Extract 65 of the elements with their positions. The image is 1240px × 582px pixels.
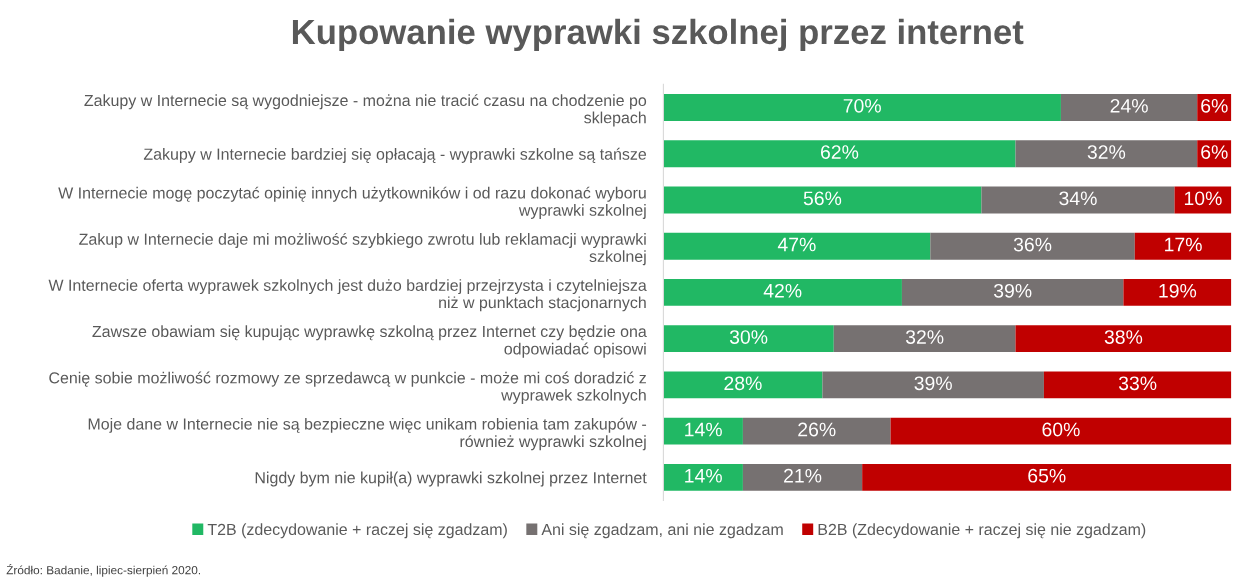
- bar: [1123, 279, 1232, 306]
- bar: [663, 463, 743, 491]
- bar: [833, 325, 1016, 353]
- bar: [742, 463, 863, 491]
- y-tick-label: W Internecie oferta wyprawek szkolnych jest dużo bardziej przejrzysta i czytelniejsza niż w punktach stacjonarnych: [48, 279, 647, 312]
- data-label: 6%: [1201, 145, 1228, 159]
- data-label: 39%: [993, 283, 1032, 298]
- bar: [1015, 325, 1232, 353]
- y-tick-label: Moje dane w Internecie nie są bezpieczne więc unikam robienia tam zakupów - również wyprawki szkolnej: [88, 417, 647, 451]
- chart-title: Kupowanie wyprawki szkolnej przez internet: [292, 18, 1024, 52]
- y-tick-label: Cenię sobie możliwość rozmowy ze sprzedawcą w punkcie - może mi coś doradzić z wyprawek szkolnych: [49, 371, 646, 404]
- data-label: 47%: [777, 237, 816, 252]
- data-label: 32%: [1087, 145, 1126, 159]
- data-label: 39%: [914, 376, 952, 391]
- bar: [663, 279, 902, 306]
- data-label: 56%: [803, 191, 842, 206]
- bar: [1134, 232, 1232, 260]
- data-label: 62%: [820, 145, 859, 159]
- legend-label: B2B (Zdecydowanie + raczej się nie zgadzam): [818, 523, 1146, 539]
- data-label: 17%: [1165, 237, 1202, 252]
- bar: [1043, 371, 1232, 399]
- bar: [663, 186, 982, 214]
- data-label: 36%: [1013, 237, 1052, 252]
- data-label: 30%: [729, 330, 768, 344]
- bar: [1015, 140, 1198, 168]
- bar: [742, 417, 891, 445]
- data-label: 14%: [685, 422, 722, 437]
- data-label: 33%: [1118, 376, 1157, 391]
- data-label: 14%: [685, 468, 722, 483]
- text: Źródło: Badanie, lipiec-sierpień 2020.: [6, 564, 201, 577]
- bar: [930, 232, 1135, 260]
- data-label: 28%: [724, 376, 762, 391]
- bar: [663, 94, 1061, 121]
- legend-label: Ani się zgadzam, ani nie zgadzam: [541, 523, 783, 539]
- bar: [1060, 94, 1198, 121]
- data-label: 19%: [1159, 283, 1197, 298]
- bar: [862, 463, 1232, 491]
- y-tick-label: W Internecie mogę poczytać opinię innych użytkowników i od razu dokonać wyboru wyprawki szkolnej: [58, 186, 646, 219]
- data-label: 70%: [843, 98, 881, 113]
- bar: [981, 186, 1175, 214]
- bar: [663, 325, 834, 353]
- bar: [822, 371, 1044, 399]
- data-label: 32%: [905, 330, 944, 344]
- bar: [663, 371, 823, 399]
- y-tick-label: Zakupy w Internecie są wygodniejsze - można nie tracić czasu na chodzenie po sklepach: [84, 94, 647, 127]
- data-label: 65%: [1028, 468, 1066, 483]
- y-tick-label: Zawsze obawiam się kupując wyprawkę szkolną przez Internet czy będzie ona odpowiadać opisowi: [92, 325, 647, 358]
- data-label: 10%: [1184, 191, 1222, 206]
- y-tick-label: Zakupy w Internecie bardziej się opłacają - wyprawki szkolne są tańsze: [143, 147, 647, 163]
- data-label: 21%: [784, 468, 822, 483]
- data-label: 38%: [1104, 330, 1143, 344]
- bar: [663, 232, 931, 260]
- bar: [663, 140, 1016, 168]
- data-label: 24%: [1110, 98, 1148, 113]
- bar: [890, 417, 1232, 445]
- bar: [663, 417, 743, 445]
- legend-label: T2B (zdecydowanie + raczej się zgadzam): [207, 523, 507, 539]
- data-label: 6%: [1201, 98, 1228, 113]
- y-tick-label: Nigdy bym nie kupił(a) wyprawki szkolnej przez Internet: [255, 471, 647, 487]
- data-label: 42%: [763, 283, 802, 298]
- data-label: 34%: [1059, 191, 1097, 206]
- data-label: 60%: [1042, 422, 1080, 437]
- bar: [901, 279, 1124, 306]
- data-label: 26%: [798, 422, 836, 437]
- y-tick-label: Zakup w Internecie daje mi możliwość szybkiego zwrotu lub reklamacji wyprawki szkolnej: [79, 232, 646, 266]
